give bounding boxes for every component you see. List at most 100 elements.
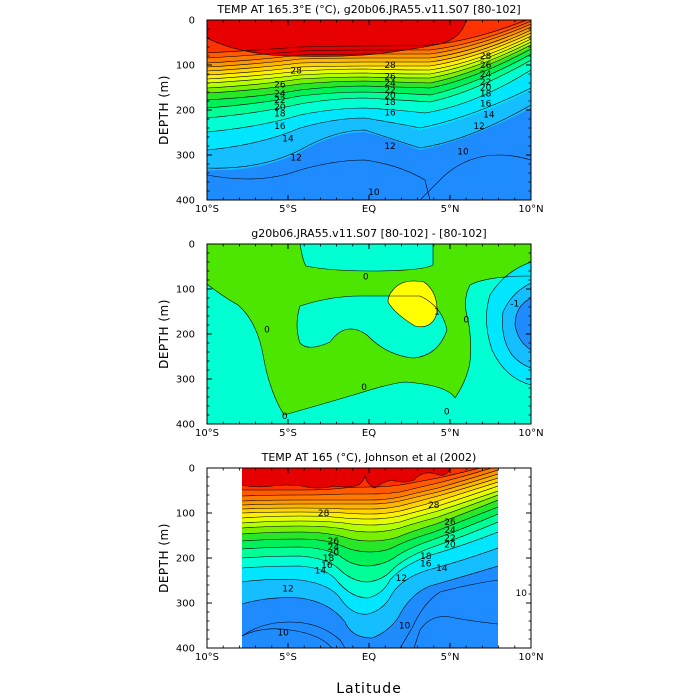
contour-label: 12: [290, 153, 301, 163]
contour-label: 20: [384, 92, 396, 102]
panel-b-contour-fill: [207, 244, 531, 424]
contour-label: 0: [264, 326, 270, 336]
contour-label: 24: [328, 543, 340, 553]
panel-a-contour-fill: [207, 20, 531, 200]
x-tick-label: EQ: [362, 652, 376, 663]
x-tick-label: 10°S: [195, 652, 219, 663]
x-tick-label: 10°N: [518, 204, 543, 215]
contour-label: 10: [368, 188, 380, 198]
contour-label: 14: [282, 134, 294, 144]
contour-label: 12: [396, 574, 407, 584]
panel-c-axes: 10°S 5°S EQ 5°N 10°N 0 100 200 300 400: [176, 464, 544, 664]
panel-b-title: g20b06.JRA55.v11.S07 [80-102] - [80-102]: [251, 227, 486, 240]
panel-c-ylabel: DEPTH (m): [157, 523, 171, 593]
contour-label: 0: [361, 383, 367, 393]
contour-label: 26: [480, 61, 492, 71]
y-tick-label: 400: [176, 644, 195, 655]
y-tick-label: 100: [176, 61, 195, 72]
panel-observed-temperature: TEMP AT 165 (°C), Johnson et al (2002): [157, 451, 544, 663]
contour-label: 28: [290, 66, 302, 76]
y-tick-label: 0: [189, 464, 195, 475]
x-tick-label: 10°N: [518, 428, 543, 439]
y-tick-label: 300: [176, 151, 195, 162]
x-tick-label: 10°S: [195, 428, 219, 439]
contour-label: 24: [384, 79, 396, 89]
x-tick-label: 10°S: [195, 204, 219, 215]
panel-a-axes: 10°S 5°S EQ 5°N 10°N 0 100 200 300 400: [176, 16, 544, 216]
panel-c-contour-fill: [242, 468, 498, 648]
contour-label: 1: [434, 308, 440, 318]
y-tick-label: 200: [176, 330, 195, 341]
contour-label: 18: [384, 98, 396, 108]
x-tick-label: 5°S: [279, 652, 297, 663]
contour-label: 22: [384, 86, 395, 96]
y-tick-label: 200: [176, 106, 195, 117]
contour-label: 28: [318, 509, 330, 519]
contour-label: 0: [363, 272, 369, 282]
x-tick-label: 10°N: [518, 652, 543, 663]
contour-label: 16: [480, 99, 492, 109]
contour-label: 26: [328, 537, 340, 547]
panel-a-ylabel: DEPTH (m): [157, 75, 171, 145]
contour-label: 24: [444, 526, 456, 536]
contour-label: 12: [473, 122, 484, 132]
contour-label: 26: [274, 80, 286, 90]
panel-c-contour-lines: [242, 468, 498, 648]
contour-label: 24: [480, 70, 492, 80]
panel-model-temperature: TEMP AT 165.3°E (°C), g20b06.JRA55.v11.S…: [157, 3, 544, 216]
contour-label: 18: [480, 89, 492, 99]
contour-label: 22: [274, 96, 285, 106]
contour-label: 28: [428, 501, 440, 511]
contour-label: 16: [274, 122, 286, 132]
contour-label: 16: [420, 559, 432, 569]
panel-c-title: TEMP AT 165 (°C), Johnson et al (2002): [261, 451, 477, 464]
y-tick-label: 200: [176, 554, 195, 565]
contour-label: 24: [274, 89, 286, 99]
contour-label: 10: [399, 622, 411, 632]
y-tick-label: 0: [189, 16, 195, 27]
contour-label: 26: [384, 72, 396, 82]
contour-label: 14: [315, 567, 327, 577]
contour-label: 10: [457, 147, 469, 157]
x-axis-label: Latitude: [336, 681, 402, 697]
contour-label: 10: [277, 628, 289, 638]
contour-label: 22: [444, 534, 455, 544]
contour-label: 16: [384, 109, 396, 119]
contour-label: 28: [384, 61, 396, 71]
contour-label: 20: [328, 549, 340, 559]
contour-label: 22: [480, 78, 491, 88]
contour-label: 14: [483, 111, 495, 121]
contour-label: 20: [444, 541, 456, 551]
x-tick-label: EQ: [362, 204, 376, 215]
contour-label: 0: [444, 407, 450, 417]
contour-label: 26: [444, 518, 456, 528]
y-tick-label: 400: [176, 196, 195, 207]
y-tick-label: 400: [176, 420, 195, 431]
panel-difference: g20b06.JRA55.v11.S07 [80-102] - [80-102]…: [157, 227, 544, 439]
x-tick-label: 5°N: [441, 204, 460, 215]
panel-b-contour-lines: [207, 244, 531, 416]
contour-label: 0: [282, 412, 288, 422]
x-tick-label: 5°S: [279, 204, 297, 215]
y-tick-label: 300: [176, 599, 195, 610]
contour-label: 20: [274, 103, 286, 113]
x-tick-label: 5°S: [279, 428, 297, 439]
panel-a-title: TEMP AT 165.3°E (°C), g20b06.JRA55.v11.S…: [216, 3, 520, 16]
contour-label: 10: [516, 589, 528, 599]
y-tick-label: 100: [176, 509, 195, 520]
x-tick-label: 5°N: [441, 652, 460, 663]
y-tick-label: 0: [189, 240, 195, 251]
contour-label: 16: [321, 561, 333, 571]
contour-label: 14: [436, 564, 448, 574]
x-tick-label: EQ: [362, 428, 376, 439]
contour-label: 28: [480, 52, 492, 62]
contour-label: -1: [510, 299, 519, 309]
contour-label: 20: [480, 84, 492, 94]
contour-label: 18: [420, 552, 432, 562]
y-tick-label: 300: [176, 375, 195, 386]
contour-label: 12: [282, 585, 293, 595]
contour-label: 18: [323, 554, 335, 564]
